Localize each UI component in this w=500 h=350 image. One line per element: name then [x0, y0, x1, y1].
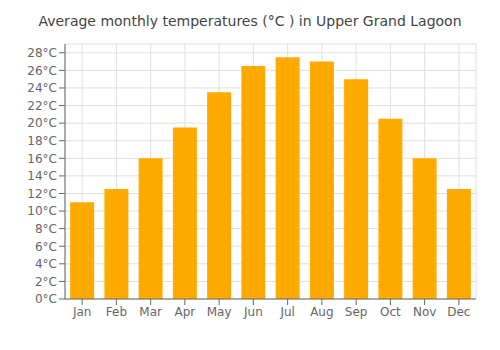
svg-text:28°C: 28°C [27, 46, 57, 60]
svg-text:24°C: 24°C [27, 81, 57, 95]
svg-text:10°C: 10°C [27, 204, 57, 218]
svg-text:16°C: 16°C [27, 152, 57, 166]
svg-text:20°C: 20°C [27, 116, 57, 130]
svg-text:Sep: Sep [345, 305, 368, 319]
svg-text:Feb: Feb [106, 305, 127, 319]
svg-text:6°C: 6°C [35, 240, 57, 254]
svg-text:26°C: 26°C [27, 64, 57, 78]
svg-text:Apr: Apr [174, 305, 195, 319]
svg-text:12°C: 12°C [27, 187, 57, 201]
svg-text:May: May [207, 305, 232, 319]
svg-text:0°C: 0°C [35, 292, 57, 306]
svg-text:Dec: Dec [447, 305, 470, 319]
svg-text:Jul: Jul [279, 305, 294, 319]
svg-text:14°C: 14°C [27, 169, 57, 183]
svg-text:Jun: Jun [243, 305, 263, 319]
svg-text:4°C: 4°C [35, 257, 57, 271]
svg-text:Aug: Aug [310, 305, 333, 319]
svg-text:Mar: Mar [139, 305, 162, 319]
svg-text:18°C: 18°C [27, 134, 57, 148]
svg-text:8°C: 8°C [35, 222, 57, 236]
svg-text:Jan: Jan [72, 305, 92, 319]
svg-text:Oct: Oct [380, 305, 401, 319]
svg-text:22°C: 22°C [27, 99, 57, 113]
html-text:Average monthly temperatures (: Average monthly temperatures (°C ) in Up… [38, 13, 462, 29]
svg-text:Nov: Nov [413, 305, 436, 319]
svg-text:2°C: 2°C [35, 275, 57, 289]
